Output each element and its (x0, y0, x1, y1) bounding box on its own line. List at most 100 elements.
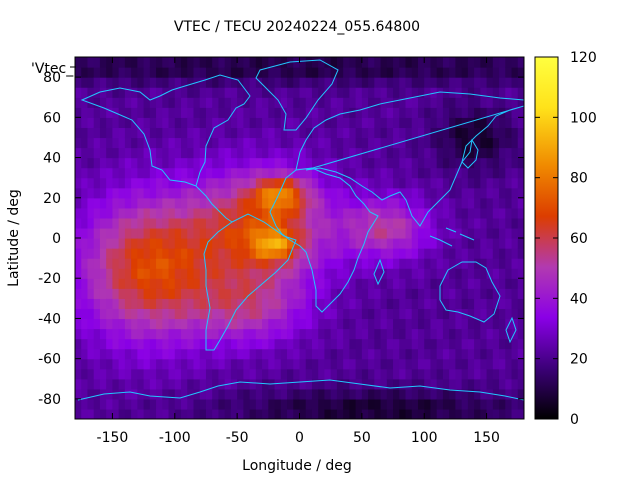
heatmap-cell (318, 107, 326, 118)
heatmap-cell (324, 197, 332, 209)
heatmap-cell (436, 238, 444, 249)
heatmap-cell (349, 167, 357, 179)
heatmap-cell (349, 388, 357, 400)
heatmap-cell (280, 107, 288, 118)
heatmap-cell (212, 217, 220, 229)
heatmap-cell (318, 217, 326, 229)
heatmap-cell (499, 348, 506, 360)
heatmap-cell (274, 217, 282, 229)
heatmap-cell (368, 388, 375, 400)
heatmap-cell (380, 388, 388, 400)
heatmap-cell (106, 348, 114, 360)
heatmap-cell (393, 358, 400, 370)
heatmap-cell (299, 97, 307, 108)
heatmap-cell (262, 288, 269, 299)
heatmap-cell (193, 217, 201, 229)
heatmap-cell (187, 147, 195, 159)
heatmap-cell (386, 67, 394, 78)
heatmap-cell (430, 308, 438, 320)
heatmap-cell (131, 157, 138, 169)
heatmap-cell (174, 288, 182, 299)
heatmap-cell (486, 57, 494, 68)
heatmap-cell (461, 308, 469, 320)
heatmap-cell (505, 288, 513, 299)
heatmap-cell (181, 308, 188, 320)
heatmap-cell (424, 177, 432, 189)
heatmap-cell (511, 157, 519, 169)
heatmap-cell (368, 278, 375, 289)
heatmap-cell (205, 238, 213, 249)
heatmap-cell (511, 378, 519, 390)
heatmap-cell (405, 167, 413, 179)
heatmap-cell (75, 67, 82, 78)
heatmap-cell (417, 398, 425, 410)
heatmap-cell (499, 87, 506, 98)
heatmap-cell (224, 207, 232, 219)
heatmap-cell (274, 308, 282, 320)
heatmap-cell (224, 328, 232, 340)
heatmap-cell (131, 97, 138, 108)
heatmap-cell (455, 207, 463, 219)
heatmap-cell (249, 197, 257, 209)
heatmap-cell (324, 77, 332, 88)
heatmap-cell (212, 408, 220, 419)
heatmap-cell (511, 217, 519, 229)
heatmap-cell (124, 258, 132, 269)
heatmap-cell (193, 157, 201, 169)
heatmap-cell (149, 77, 157, 88)
heatmap-cell (461, 197, 469, 209)
heatmap-cell (486, 278, 494, 289)
heatmap-cell (174, 358, 182, 370)
heatmap-cell (467, 278, 475, 289)
heatmap-cell (112, 157, 120, 169)
heatmap-cell (218, 127, 226, 139)
heatmap-cell (249, 268, 257, 279)
heatmap-cell (330, 318, 338, 330)
heatmap-cell (174, 368, 182, 380)
heatmap-cell (405, 358, 413, 370)
heatmap-cell (218, 57, 226, 68)
heatmap-cell (324, 57, 332, 68)
heatmap-cell (324, 328, 332, 340)
heatmap-cell (343, 248, 350, 259)
y-tick-label: -20 (38, 271, 61, 287)
heatmap-cell (299, 248, 307, 259)
heatmap-cell (336, 248, 344, 259)
heatmap-cell (417, 147, 425, 159)
heatmap-cell (162, 207, 170, 219)
heatmap-cell (205, 398, 213, 410)
heatmap-cell (449, 238, 457, 249)
heatmap-cell (262, 117, 269, 128)
heatmap-cell (311, 127, 319, 139)
heatmap-cell (255, 117, 263, 128)
heatmap-cell (143, 408, 151, 419)
heatmap-cell (99, 187, 107, 199)
heatmap-cell (237, 197, 244, 209)
heatmap-cell (336, 117, 344, 128)
heatmap-cell (361, 207, 369, 219)
heatmap-cell (230, 368, 238, 380)
heatmap-cell (193, 368, 201, 380)
heatmap-cell (156, 177, 163, 189)
heatmap-cell (274, 77, 282, 88)
heatmap-cell (268, 268, 276, 279)
heatmap-cell (380, 107, 388, 118)
heatmap-cell (118, 207, 126, 219)
heatmap-cell (174, 348, 182, 360)
colorbar-tick-label: 20 (570, 352, 588, 368)
heatmap-cell (149, 318, 157, 330)
heatmap-cell (255, 57, 263, 68)
heatmap-cell (280, 147, 288, 159)
heatmap-cell (411, 308, 419, 320)
heatmap-cell (449, 268, 457, 279)
heatmap-cell (343, 127, 350, 139)
heatmap-cell (442, 248, 450, 259)
heatmap-cell (156, 308, 163, 320)
heatmap-cell (417, 238, 425, 249)
heatmap-cell (399, 127, 407, 139)
heatmap-cell (411, 57, 419, 68)
x-tick-label: -100 (159, 430, 191, 446)
heatmap-cell (131, 288, 138, 299)
heatmap-cell (318, 97, 326, 108)
heatmap-cell (324, 258, 332, 269)
